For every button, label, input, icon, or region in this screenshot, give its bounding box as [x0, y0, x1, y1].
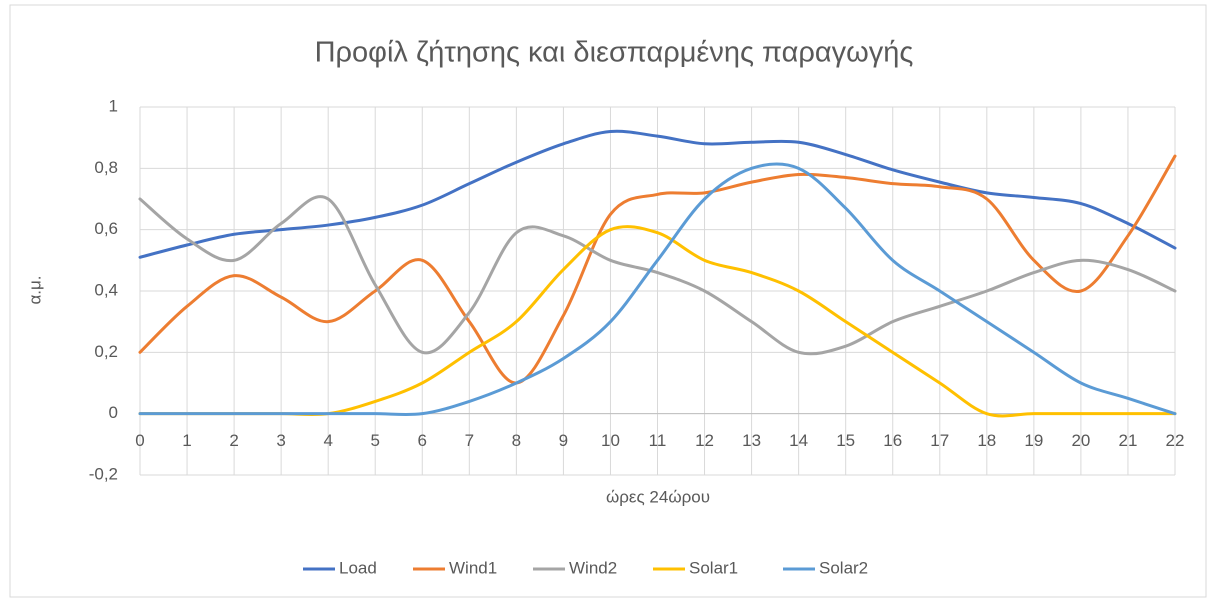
x-tick-label: 9	[559, 431, 568, 450]
x-tick-label: 4	[323, 431, 332, 450]
series-line	[138, 195, 1177, 356]
x-tick-label: 0	[135, 431, 144, 450]
legend-label: Load	[339, 558, 377, 577]
legend-label: Wind2	[569, 558, 617, 577]
x-axis-label: ώρες 24ώρου	[606, 487, 710, 506]
x-tick-label: 1	[182, 431, 191, 450]
chart-border	[9, 4, 1207, 598]
x-tick-label: 10	[601, 431, 620, 450]
x-tick-label: 16	[883, 431, 902, 450]
x-tick-label: 21	[1118, 431, 1137, 450]
x-tick-label: 5	[370, 431, 379, 450]
x-tick-label: 19	[1024, 431, 1043, 450]
y-tick-label: -0,2	[89, 464, 118, 483]
chart-title: Προφίλ ζήτησης και διεσπαρμένης παραγωγή…	[315, 37, 914, 69]
x-tick-label: 8	[512, 431, 521, 450]
y-tick-label: 0,4	[94, 280, 118, 299]
x-tick-label: 22	[1166, 431, 1185, 450]
series-line	[138, 154, 1177, 385]
x-tick-label: 17	[930, 431, 949, 450]
x-tick-label: 13	[742, 431, 761, 450]
x-tick-label: 7	[465, 431, 474, 450]
y-tick-label: 0,6	[94, 219, 118, 238]
y-tick-label: 0,2	[94, 342, 118, 361]
series-line	[138, 129, 1177, 259]
y-tick-label: 0,8	[94, 158, 118, 177]
x-tick-label: 11	[649, 431, 667, 450]
x-tick-label: 14	[789, 431, 808, 450]
x-tick-label: 2	[229, 431, 238, 450]
legend-label: Solar1	[689, 558, 738, 577]
y-tick-label: 0	[109, 403, 118, 422]
legend-label: Wind1	[449, 558, 497, 577]
x-tick-label: 3	[276, 431, 285, 450]
x-tick-label: 20	[1071, 431, 1090, 450]
y-axis-label: α.μ.	[25, 275, 44, 304]
x-tick-label: 15	[836, 431, 855, 450]
legend-label: Solar2	[819, 558, 868, 577]
series-line	[138, 162, 1177, 417]
x-tick-label: 18	[977, 431, 996, 450]
x-tick-label: 6	[418, 431, 427, 450]
y-tick-label: 1	[109, 96, 118, 115]
x-tick-label: 12	[695, 431, 714, 450]
